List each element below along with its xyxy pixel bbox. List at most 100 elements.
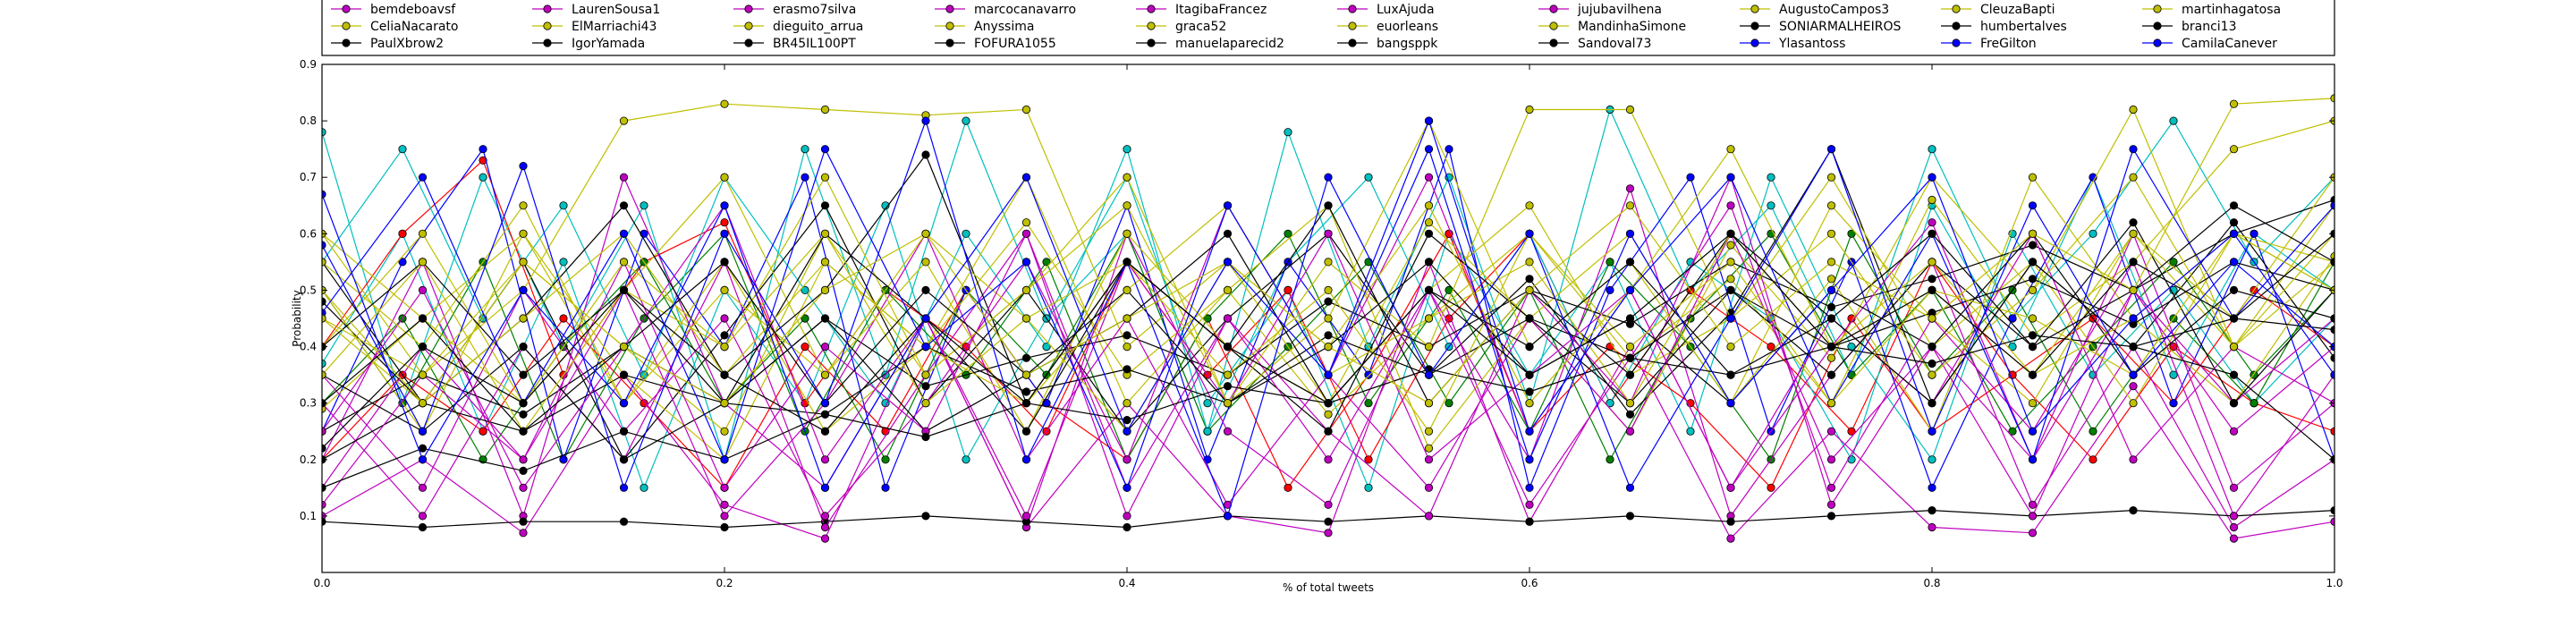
series-point — [1324, 500, 1333, 509]
series-point — [1123, 455, 1131, 464]
legend-label: dieguito_arrua — [773, 20, 863, 34]
series-point — [1445, 145, 1453, 154]
series-point — [1223, 258, 1233, 267]
series-point — [1223, 201, 1233, 210]
series-point — [2229, 342, 2239, 352]
series-point — [1021, 353, 1031, 362]
series-point — [1123, 483, 1131, 492]
series-point — [1826, 500, 1836, 509]
legend-item: graca52 — [1136, 20, 1226, 34]
series-point — [2330, 314, 2334, 323]
y-tick-label: 0.8 — [300, 114, 317, 127]
series-point — [1826, 229, 1836, 238]
series-point — [322, 359, 326, 369]
series-point — [801, 145, 809, 154]
x-tick-label: 1.0 — [2326, 577, 2343, 589]
series-point — [1284, 285, 1292, 294]
series-point — [2229, 218, 2239, 227]
y-tick-label: 0.5 — [300, 284, 317, 296]
series-point — [322, 314, 326, 323]
series-point — [720, 512, 729, 521]
legend-label: bangsppk — [1377, 37, 1438, 51]
series-point — [1042, 342, 1051, 352]
series-point — [2129, 105, 2138, 114]
series-point — [1928, 359, 1936, 369]
legend-marker — [543, 38, 552, 47]
series-point — [1625, 353, 1635, 362]
series-point — [1826, 483, 1836, 492]
series-point — [619, 455, 629, 464]
series-point — [2229, 399, 2239, 408]
series-point — [1021, 173, 1031, 182]
series-point — [1123, 512, 1131, 521]
legend-marker — [2153, 38, 2162, 47]
series-point — [720, 173, 729, 182]
series-point — [720, 331, 729, 340]
series-point — [1928, 483, 1936, 492]
series-point — [1021, 399, 1031, 408]
series-point — [1686, 173, 1695, 182]
legend-label: FOFURA1055 — [974, 37, 1056, 51]
series-point — [619, 342, 629, 352]
series-point — [640, 483, 648, 492]
series-point — [1525, 455, 1534, 464]
legend-item: LaurenSousa1 — [532, 3, 660, 17]
series-point — [418, 444, 428, 453]
series-point — [820, 105, 830, 114]
series-point — [1928, 145, 1936, 154]
series-point — [1826, 427, 1836, 436]
legend-marker — [342, 21, 351, 30]
legend-label: LuxAjuda — [1377, 3, 1435, 17]
series-point — [2229, 427, 2239, 436]
series-point — [1928, 399, 1936, 408]
series-point — [398, 258, 407, 267]
series-point — [1284, 128, 1292, 137]
series-point — [1826, 173, 1836, 182]
series-point — [2028, 173, 2038, 182]
series-point — [1826, 455, 1836, 464]
legend-marker — [1549, 4, 1558, 13]
series-point — [801, 173, 809, 182]
legend-marker — [1549, 21, 1558, 30]
series-point — [619, 229, 629, 238]
series-point — [1625, 285, 1635, 294]
series-point — [418, 173, 428, 182]
legend-marker — [342, 38, 351, 47]
series-point — [921, 432, 930, 442]
series-point — [418, 512, 428, 521]
series-point — [2330, 370, 2334, 379]
series-point — [921, 399, 930, 408]
legend-item: branci13 — [2142, 20, 2237, 34]
series-point — [720, 285, 729, 294]
series-point — [1203, 314, 1212, 323]
legend-label: MandinhaSimone — [1578, 20, 1686, 34]
series-point — [2028, 342, 2038, 352]
series-point — [1525, 483, 1534, 492]
series-point — [1203, 427, 1212, 436]
x-tick-label: 0.2 — [716, 577, 733, 589]
series-point — [1928, 218, 1936, 227]
plot-frame — [321, 64, 2335, 573]
series-point — [418, 229, 428, 238]
legend-label: bemdeboavsf — [370, 3, 456, 17]
series-point — [820, 314, 830, 323]
series-point — [2008, 342, 2017, 352]
series-point — [1826, 399, 1836, 408]
series-point — [1424, 314, 1434, 323]
series-jujubavilhena — [322, 201, 2334, 521]
series-point — [1826, 258, 1836, 267]
series-point — [820, 522, 830, 532]
series-point — [820, 285, 830, 294]
series-point — [1726, 534, 1735, 543]
legend-label: ElMarriachi43 — [572, 20, 657, 34]
series-point — [1324, 399, 1333, 408]
legend-item: Anyssima — [935, 20, 1034, 34]
series-point — [2028, 427, 2038, 436]
series-point — [1726, 314, 1735, 323]
series-point — [2028, 455, 2038, 464]
legend-label: marcocanavarro — [974, 3, 1076, 17]
series-point — [1726, 173, 1735, 182]
series-point — [519, 258, 528, 267]
series-point — [1625, 229, 1635, 238]
series-point — [1364, 399, 1373, 408]
